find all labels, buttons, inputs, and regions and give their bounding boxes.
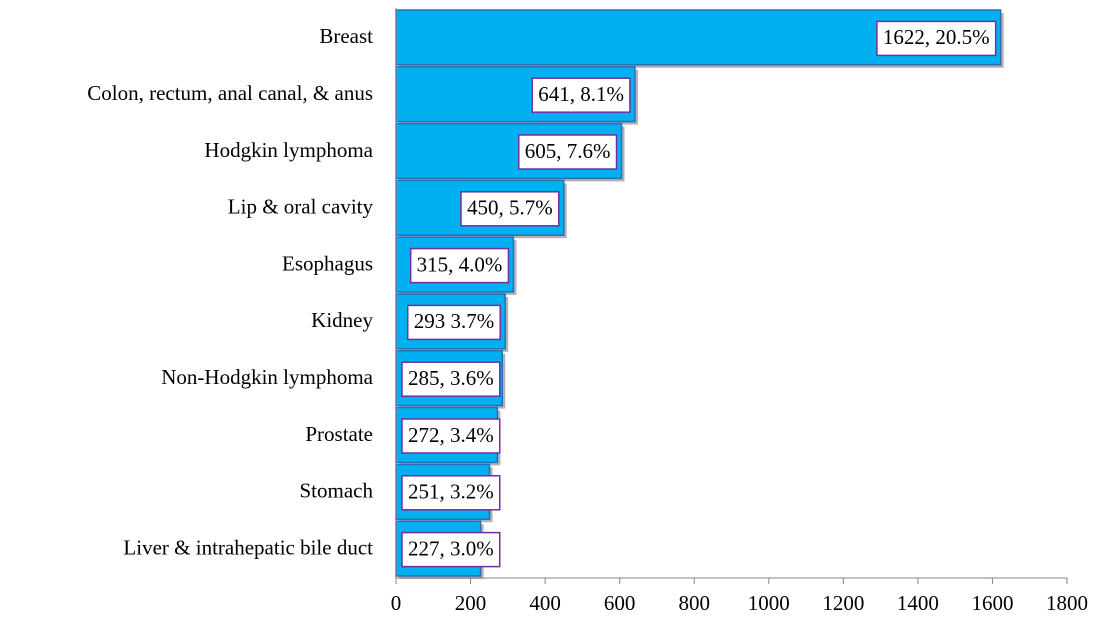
y-tick-label: Prostate bbox=[305, 422, 373, 446]
x-tick-label: 1000 bbox=[748, 591, 790, 615]
y-tick-label: Stomach bbox=[300, 479, 374, 503]
y-tick-label: Non-Hodgkin lymphoma bbox=[161, 365, 373, 389]
value-label-box bbox=[401, 361, 501, 397]
x-tick-label: 200 bbox=[455, 591, 487, 615]
y-tick-label: Kidney bbox=[311, 308, 373, 332]
x-tick-label: 1800 bbox=[1046, 591, 1088, 615]
x-tick-label: 1600 bbox=[971, 591, 1013, 615]
value-label: 285, 3.6% bbox=[408, 366, 494, 390]
y-tick-label: Liver & intrahepatic bile duct bbox=[123, 535, 373, 559]
value-label-box bbox=[401, 418, 501, 454]
value-label-box bbox=[531, 77, 631, 113]
value-label: 641, 8.1% bbox=[538, 82, 624, 106]
value-label: 450, 5.7% bbox=[467, 196, 553, 220]
x-tick-label: 800 bbox=[678, 591, 710, 615]
value-label: 227, 3.0% bbox=[408, 536, 494, 560]
value-label: 251, 3.2% bbox=[408, 480, 494, 504]
value-label: 293 3.7% bbox=[414, 309, 495, 333]
x-tick-label: 1200 bbox=[822, 591, 864, 615]
value-label-box bbox=[460, 191, 560, 227]
value-label-box bbox=[876, 20, 997, 57]
value-label-box bbox=[406, 304, 501, 341]
value-label-box bbox=[401, 531, 501, 568]
y-tick-label: Hodgkin lymphoma bbox=[204, 138, 373, 162]
y-tick-label: Lip & oral cavity bbox=[228, 195, 374, 219]
y-tick-label: Breast bbox=[319, 24, 373, 48]
value-label-box bbox=[518, 134, 618, 170]
value-label: 272, 3.4% bbox=[408, 423, 494, 447]
x-tick-label: 600 bbox=[604, 591, 636, 615]
x-tick-label: 400 bbox=[529, 591, 561, 615]
x-tick-label: 0 bbox=[391, 591, 402, 615]
value-label-box bbox=[401, 475, 501, 511]
value-label: 315, 4.0% bbox=[417, 252, 503, 276]
value-label-box bbox=[409, 247, 510, 284]
value-label: 1622, 20.5% bbox=[883, 25, 990, 49]
y-tick-label: Colon, rectum, anal canal, & anus bbox=[87, 81, 373, 105]
value-label: 605, 7.6% bbox=[525, 139, 611, 163]
y-tick-label: Esophagus bbox=[282, 251, 373, 275]
x-tick-label: 1400 bbox=[897, 591, 939, 615]
